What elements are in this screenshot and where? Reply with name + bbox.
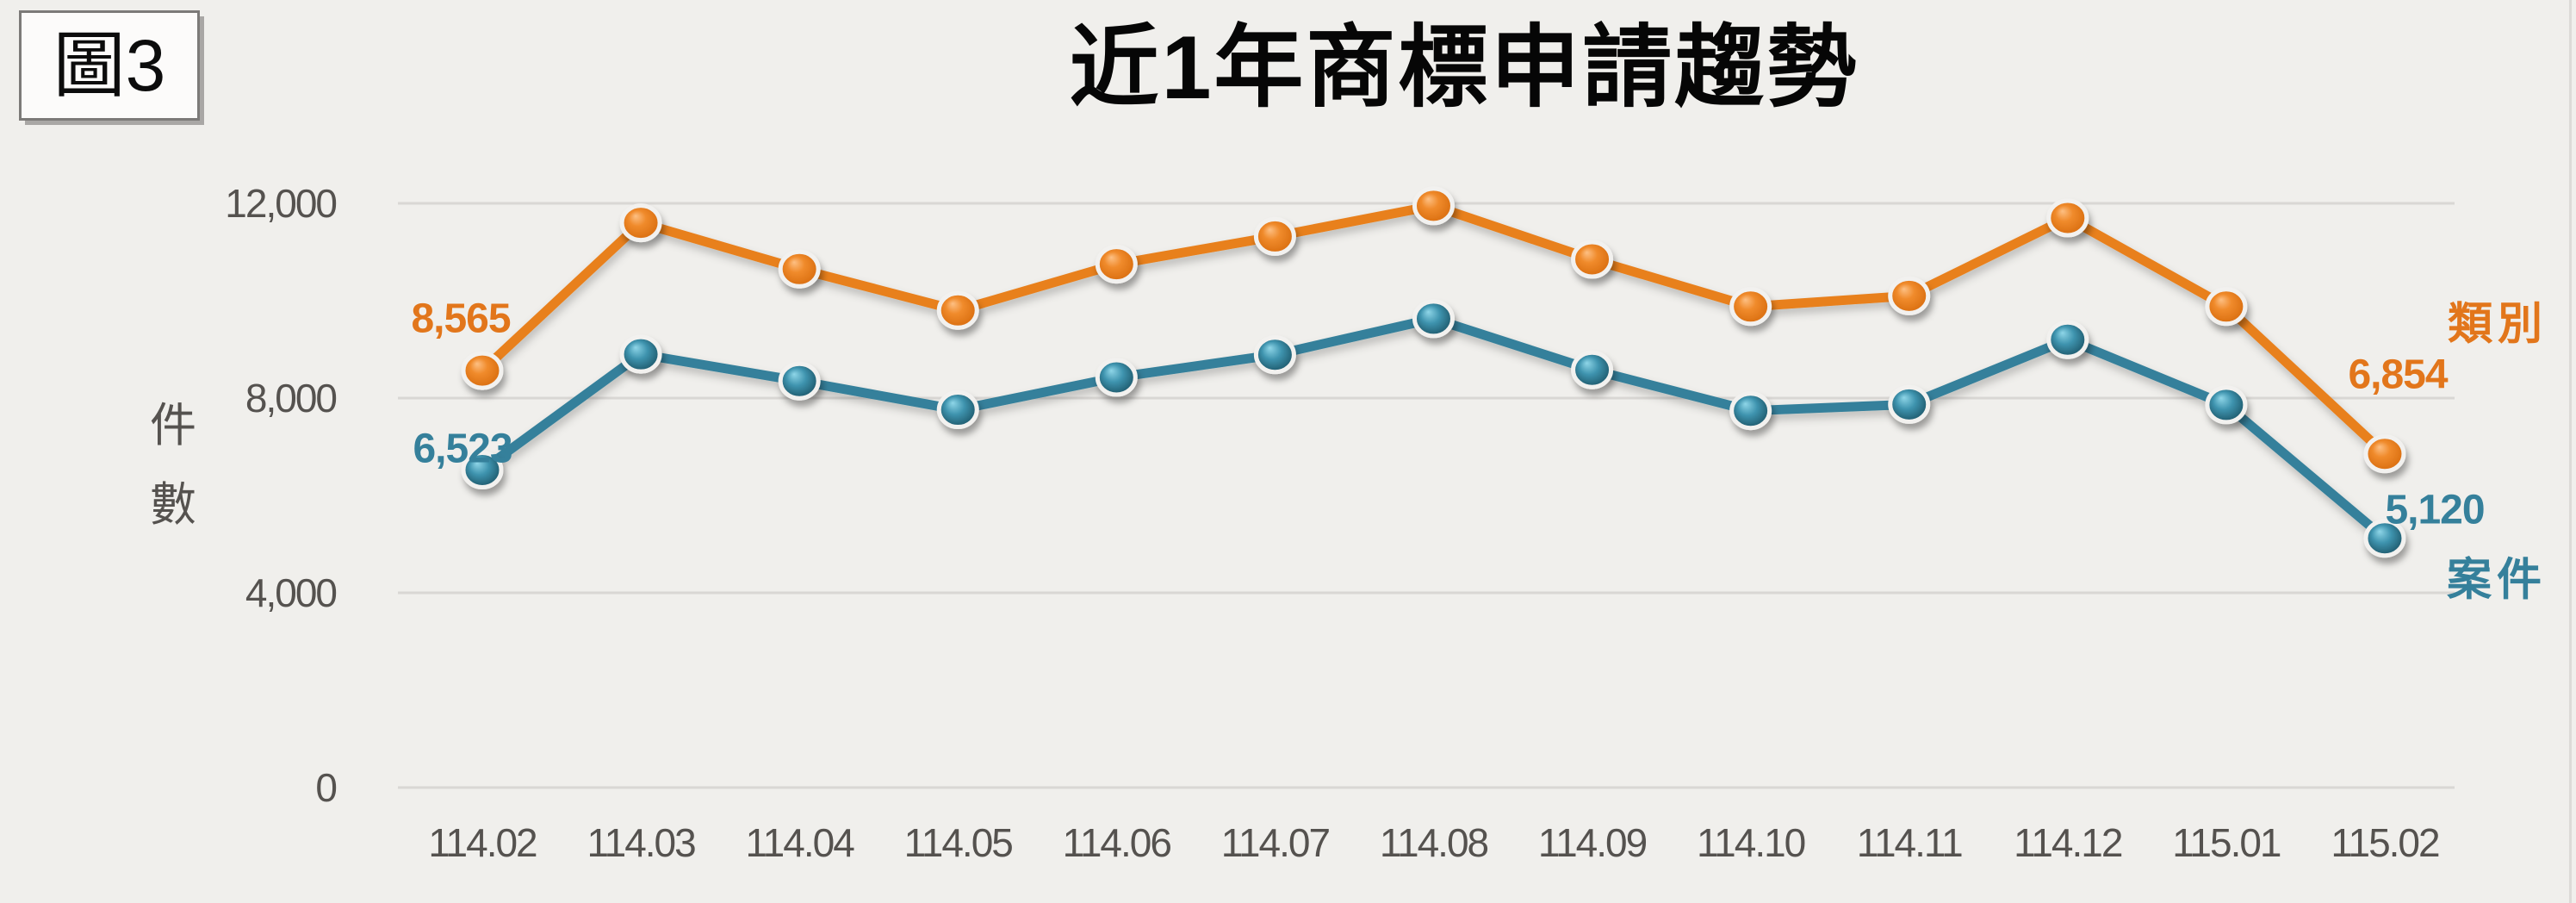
- chart-title: 近1年商標申請趨勢: [1069, 18, 1859, 118]
- data-label-cases-last: 5,120: [2385, 487, 2485, 533]
- x-tick-label: 114.12: [2014, 820, 2123, 865]
- data-point-trademark-cases: [1571, 350, 1614, 389]
- data-point-trademark-classes: [778, 249, 821, 289]
- data-point-trademark-classes: [461, 351, 504, 390]
- data-point-trademark-classes: [1571, 240, 1614, 279]
- data-point-trademark-cases: [2046, 320, 2089, 359]
- y-tick-label: 4,000: [245, 570, 338, 615]
- x-tick-label: 114.05: [903, 820, 1014, 865]
- legend-label-cases: 案件: [2446, 555, 2548, 606]
- legend-label-classes: 類別: [2447, 299, 2548, 350]
- data-point-trademark-classes: [936, 290, 979, 330]
- data-point-trademark-classes: [619, 203, 662, 243]
- series-lines: [477, 201, 2390, 544]
- x-tick-label: 114.08: [1379, 820, 1489, 865]
- figure-number-label: 圖3: [53, 25, 166, 106]
- data-point-trademark-cases: [936, 390, 979, 430]
- data-point-trademark-cases: [2205, 385, 2248, 425]
- y-tick-label: 8,000: [245, 376, 338, 420]
- data-label-classes-first: 8,565: [411, 296, 511, 342]
- data-point-trademark-classes: [1888, 276, 1931, 315]
- data-point-trademark-cases: [461, 450, 504, 489]
- x-tick-label: 115.02: [2331, 820, 2440, 865]
- data-point-trademark-cases: [2363, 519, 2406, 558]
- y-tick-label: 12,000: [225, 181, 338, 226]
- data-label-classes-last: 6,854: [2348, 352, 2448, 398]
- data-label-cases-first: 6,523: [413, 426, 512, 472]
- x-tick-label: 114.10: [1696, 820, 1806, 865]
- x-tick-label: 114.09: [1537, 820, 1648, 865]
- series-line-trademark-cases: [477, 314, 2390, 544]
- data-point-markers: [461, 186, 2406, 558]
- data-point-trademark-cases: [1888, 384, 1931, 424]
- x-tick-label: 114.03: [587, 820, 696, 865]
- y-tick-label: 0: [315, 765, 338, 810]
- gridlines: [398, 202, 2455, 789]
- x-tick-label: 114.06: [1062, 820, 1172, 865]
- figure-number-box: 圖3: [19, 10, 200, 121]
- data-point-trademark-classes: [2046, 198, 2089, 238]
- y-axis-title: 件數: [150, 400, 196, 531]
- x-tick-label: 114.02: [428, 820, 537, 865]
- x-tick-label: 115.01: [2172, 820, 2281, 865]
- data-point-trademark-classes: [2363, 434, 2406, 474]
- data-point-trademark-cases: [1412, 299, 1455, 339]
- data-point-trademark-cases: [619, 334, 662, 374]
- data-point-trademark-classes: [1253, 216, 1296, 256]
- x-tick-label: 114.11: [1856, 820, 1964, 865]
- data-point-trademark-cases: [1253, 335, 1296, 375]
- x-tick-label: 114.04: [745, 820, 855, 865]
- data-point-trademark-classes: [1095, 245, 1138, 284]
- data-point-trademark-cases: [1729, 391, 1772, 431]
- data-point-trademark-classes: [1412, 186, 1455, 226]
- x-tick-label: 114.07: [1220, 820, 1331, 865]
- data-point-trademark-cases: [778, 361, 821, 401]
- data-point-trademark-classes: [1729, 287, 1772, 327]
- data-point-trademark-classes: [2205, 287, 2248, 327]
- data-point-trademark-cases: [1095, 358, 1138, 397]
- chart-right-border: [2569, 0, 2572, 903]
